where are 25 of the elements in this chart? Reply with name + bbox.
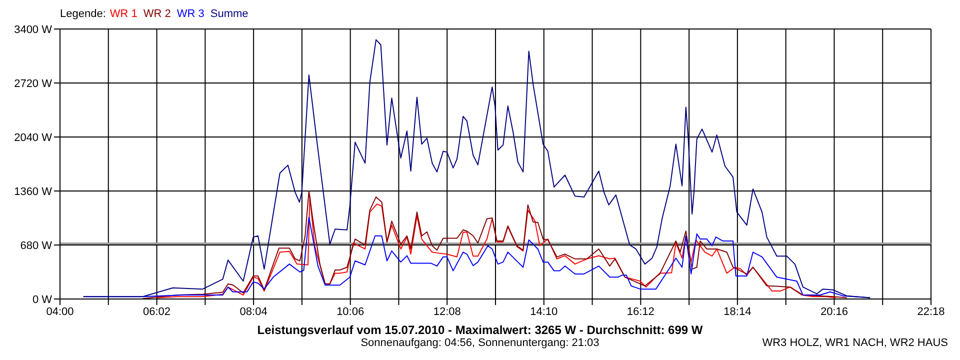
text: Summe xyxy=(210,8,248,22)
x-tick-label: 10:06 xyxy=(336,306,364,318)
x-tick-label: 20:16 xyxy=(820,306,848,318)
y-tick-label: 680 W xyxy=(20,240,53,252)
text: WR 3 xyxy=(176,8,204,22)
y-tick-label: 1360 W xyxy=(14,186,53,198)
legend-title: Legende: xyxy=(60,8,106,22)
x-tick-label: 22:18 xyxy=(917,306,945,318)
y-tick-label: 2720 W xyxy=(14,78,53,90)
text: WR 2 xyxy=(143,8,171,22)
x-tick-label: 14:10 xyxy=(530,306,558,318)
x-tick-label: 16:12 xyxy=(626,306,654,318)
x-tick-label: 12:08 xyxy=(433,306,461,318)
y-tick-label: 0 W xyxy=(32,294,53,306)
text: Leistungsverlauf vom 15.07.2010 - Maximalwert: 3265 W - Durchschnitt: 699 W xyxy=(256,323,704,337)
x-tick-label: 18:14 xyxy=(724,306,752,318)
text: WR3 HOLZ, WR1 NACH, WR2 HAUS xyxy=(762,337,948,349)
text: WR 1 xyxy=(110,8,138,22)
x-tick-label: 08:04 xyxy=(240,306,268,318)
x-tick-label: 06:02 xyxy=(143,306,171,318)
x-tick-label: 04:00 xyxy=(46,306,74,318)
y-tick-label: 2040 W xyxy=(14,132,53,144)
text: Sonnenaufgang: 04:56, Sonnenuntergang: 21:03 xyxy=(360,337,600,349)
y-tick-label: 3400 W xyxy=(14,24,53,36)
line-series xyxy=(82,39,871,298)
